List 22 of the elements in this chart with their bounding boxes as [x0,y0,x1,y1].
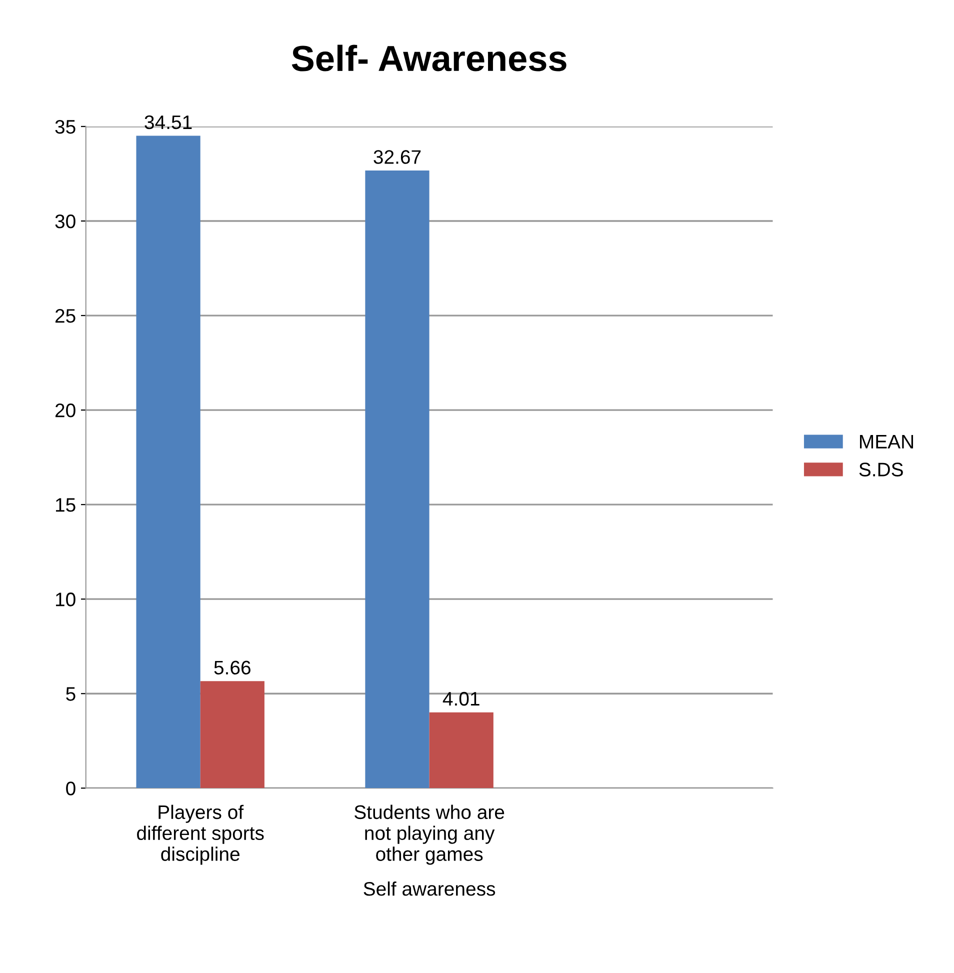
data-label: 32.67 [374,150,421,164]
data-label: 4.01 [442,692,480,706]
x-tick-label: Players of different sports discipline [137,804,264,865]
y-tick-label: 25 [55,309,76,323]
y-tick-label: 0 [66,782,76,796]
data-label: 5.66 [214,660,250,675]
bar [365,170,430,788]
y-tick-label: 15 [56,498,76,512]
data-label: 34.51 [144,115,192,130]
x-tick-label: Students who are not playing any other games [354,804,504,865]
y-tick-label: 30 [55,214,76,228]
y-tick-label: 35 [55,120,76,134]
legend-label: MEAN [860,435,914,448]
y-tick-label: 10 [56,592,76,606]
y-tick-label: 5 [66,687,76,701]
chart-title: Self- Awareness [292,44,566,72]
x-axis-title: Self awareness [364,881,496,896]
y-tick-label: 20 [55,404,76,418]
bar [200,681,264,788]
bar [429,712,494,788]
legend-label: S.DS [859,462,903,476]
bar [136,136,200,788]
